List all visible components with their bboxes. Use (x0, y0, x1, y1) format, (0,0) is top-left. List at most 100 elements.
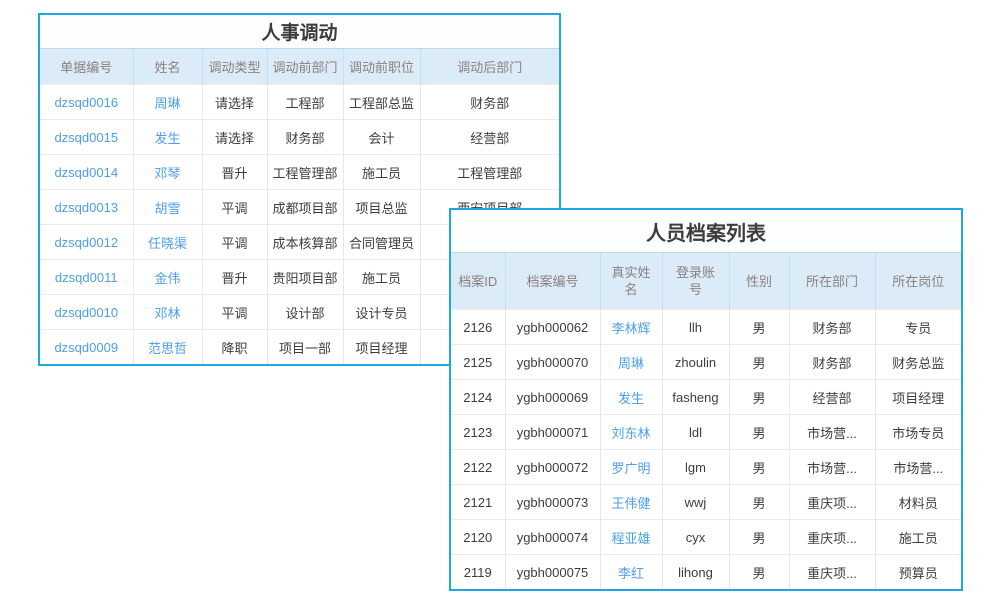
cell-real-name[interactable]: 李红 (599, 554, 662, 589)
cell-login-account: zhoulin (661, 344, 729, 380)
cell-before-dept: 成都项目部 (266, 189, 343, 225)
cell-login-account: lgm (661, 449, 729, 485)
cell-real-name[interactable]: 发生 (599, 379, 662, 415)
cell-before-dept: 财务部 (266, 119, 343, 155)
cell-before-dept: 工程管理部 (266, 154, 343, 190)
cell-archive-id: 2126 (451, 309, 505, 345)
cell-before-position: 设计专员 (342, 294, 420, 330)
cell-gender: 男 (728, 379, 789, 415)
cell-name[interactable]: 发生 (132, 119, 202, 155)
cell-position: 预算员 (874, 554, 961, 589)
cell-transfer-type: 平调 (201, 189, 267, 225)
cell-before-dept: 项目一部 (266, 329, 343, 364)
cell-before-dept: 设计部 (266, 294, 343, 330)
col-header-before-dept: 调动前部门 (266, 48, 343, 85)
col-header-before-position: 调动前职位 (342, 48, 420, 85)
transfer-row: dzsqd0014 邓琴 晋升 工程管理部 施工员 工程管理部 (40, 154, 559, 190)
transfer-row: dzsqd0015 发生 请选择 财务部 会计 经营部 (40, 119, 559, 155)
cell-doc-no[interactable]: dzsqd0011 (40, 259, 133, 295)
archive-header-row: 档案ID 档案编号 真实姓名 登录账号 性别 所在部门 所在岗位 (451, 252, 961, 310)
col-header-transfer-type: 调动类型 (201, 48, 267, 85)
archive-row: 2119 ygbh000075 李红 lihong 男 重庆项... 预算员 (451, 554, 961, 589)
personnel-transfer-card: 人事调动 单据编号 姓名 调动类型 调动前部门 调动前职位 调动后部门 dzsq… (38, 13, 561, 366)
col-header-doc-no: 单据编号 (40, 48, 133, 85)
cell-doc-no[interactable]: dzsqd0012 (40, 224, 133, 260)
cell-transfer-type: 请选择 (201, 119, 267, 155)
cell-doc-no[interactable]: dzsqd0009 (40, 329, 133, 364)
cell-archive-id: 2123 (451, 414, 505, 450)
cell-archive-id: 2124 (451, 379, 505, 415)
cell-archive-id: 2119 (451, 554, 505, 589)
cell-name[interactable]: 胡雪 (132, 189, 202, 225)
col-header-position: 所在岗位 (874, 252, 961, 310)
cell-gender: 男 (728, 519, 789, 555)
personnel-archive-card: 人员档案列表 档案ID 档案编号 真实姓名 登录账号 性别 所在部门 所在岗位 … (449, 208, 963, 591)
cell-before-position: 会计 (342, 119, 420, 155)
cell-login-account: ldl (661, 414, 729, 450)
cell-archive-no: ygbh000062 (504, 309, 600, 345)
cell-dept: 重庆项... (788, 484, 875, 520)
col-header-after-dept: 调动后部门 (419, 48, 559, 85)
personnel-transfer-table: 单据编号 姓名 调动类型 调动前部门 调动前职位 调动后部门 dzsqd0016… (40, 48, 559, 364)
cell-name[interactable]: 范思哲 (132, 329, 202, 364)
cell-archive-id: 2121 (451, 484, 505, 520)
cell-doc-no[interactable]: dzsqd0014 (40, 154, 133, 190)
cell-archive-no: ygbh000073 (504, 484, 600, 520)
cell-gender: 男 (728, 449, 789, 485)
cell-before-position: 施工员 (342, 154, 420, 190)
cell-dept: 市场营... (788, 414, 875, 450)
archive-row: 2121 ygbh000073 王伟健 wwj 男 重庆项... 材料员 (451, 484, 961, 520)
transfer-header-row: 单据编号 姓名 调动类型 调动前部门 调动前职位 调动后部门 (40, 48, 559, 85)
cell-archive-no: ygbh000072 (504, 449, 600, 485)
cell-transfer-type: 晋升 (201, 154, 267, 190)
cell-dept: 市场营... (788, 449, 875, 485)
cell-archive-no: ygbh000071 (504, 414, 600, 450)
cell-name[interactable]: 邓琴 (132, 154, 202, 190)
cell-position: 市场专员 (874, 414, 961, 450)
cell-real-name[interactable]: 王伟健 (599, 484, 662, 520)
cell-position: 市场营... (874, 449, 961, 485)
transfer-row: dzsqd0016 周琳 请选择 工程部 工程部总监 财务部 (40, 84, 559, 120)
cell-name[interactable]: 任晓渠 (132, 224, 202, 260)
cell-after-dept: 财务部 (419, 84, 559, 120)
cell-before-position: 合同管理员 (342, 224, 420, 260)
cell-real-name[interactable]: 李林辉 (599, 309, 662, 345)
cell-dept: 财务部 (788, 344, 875, 380)
cell-real-name[interactable]: 程亚雄 (599, 519, 662, 555)
cell-archive-id: 2120 (451, 519, 505, 555)
cell-real-name[interactable]: 刘东林 (599, 414, 662, 450)
personnel-archive-table: 档案ID 档案编号 真实姓名 登录账号 性别 所在部门 所在岗位 2126 yg… (451, 252, 961, 589)
cell-real-name[interactable]: 罗广明 (599, 449, 662, 485)
cell-doc-no[interactable]: dzsqd0015 (40, 119, 133, 155)
cell-doc-no[interactable]: dzsqd0013 (40, 189, 133, 225)
cell-doc-no[interactable]: dzsqd0010 (40, 294, 133, 330)
col-header-login-account: 登录账号 (661, 252, 729, 310)
cell-dept: 重庆项... (788, 554, 875, 589)
cell-archive-id: 2125 (451, 344, 505, 380)
cell-before-dept: 成本核算部 (266, 224, 343, 260)
cell-doc-no[interactable]: dzsqd0016 (40, 84, 133, 120)
cell-transfer-type: 请选择 (201, 84, 267, 120)
col-header-real-name: 真实姓名 (599, 252, 662, 310)
archive-row: 2125 ygbh000070 周琳 zhoulin 男 财务部 财务总监 (451, 344, 961, 380)
table-title: 人员档案列表 (451, 210, 961, 252)
cell-name[interactable]: 金伟 (132, 259, 202, 295)
cell-before-position: 项目经理 (342, 329, 420, 364)
cell-real-name[interactable]: 周琳 (599, 344, 662, 380)
cell-login-account: cyx (661, 519, 729, 555)
cell-name[interactable]: 邓林 (132, 294, 202, 330)
cell-login-account: wwj (661, 484, 729, 520)
cell-name[interactable]: 周琳 (132, 84, 202, 120)
cell-position: 专员 (874, 309, 961, 345)
cell-gender: 男 (728, 414, 789, 450)
cell-after-dept: 工程管理部 (419, 154, 559, 190)
cell-gender: 男 (728, 344, 789, 380)
transfer-row: dzsqd0009 范思哲 降职 项目一部 项目经理 (40, 329, 559, 364)
cell-login-account: lihong (661, 554, 729, 589)
cell-transfer-type: 降职 (201, 329, 267, 364)
cell-dept: 重庆项... (788, 519, 875, 555)
cell-position: 财务总监 (874, 344, 961, 380)
cell-before-position: 工程部总监 (342, 84, 420, 120)
cell-before-position: 项目总监 (342, 189, 420, 225)
cell-before-dept: 贵阳项目部 (266, 259, 343, 295)
